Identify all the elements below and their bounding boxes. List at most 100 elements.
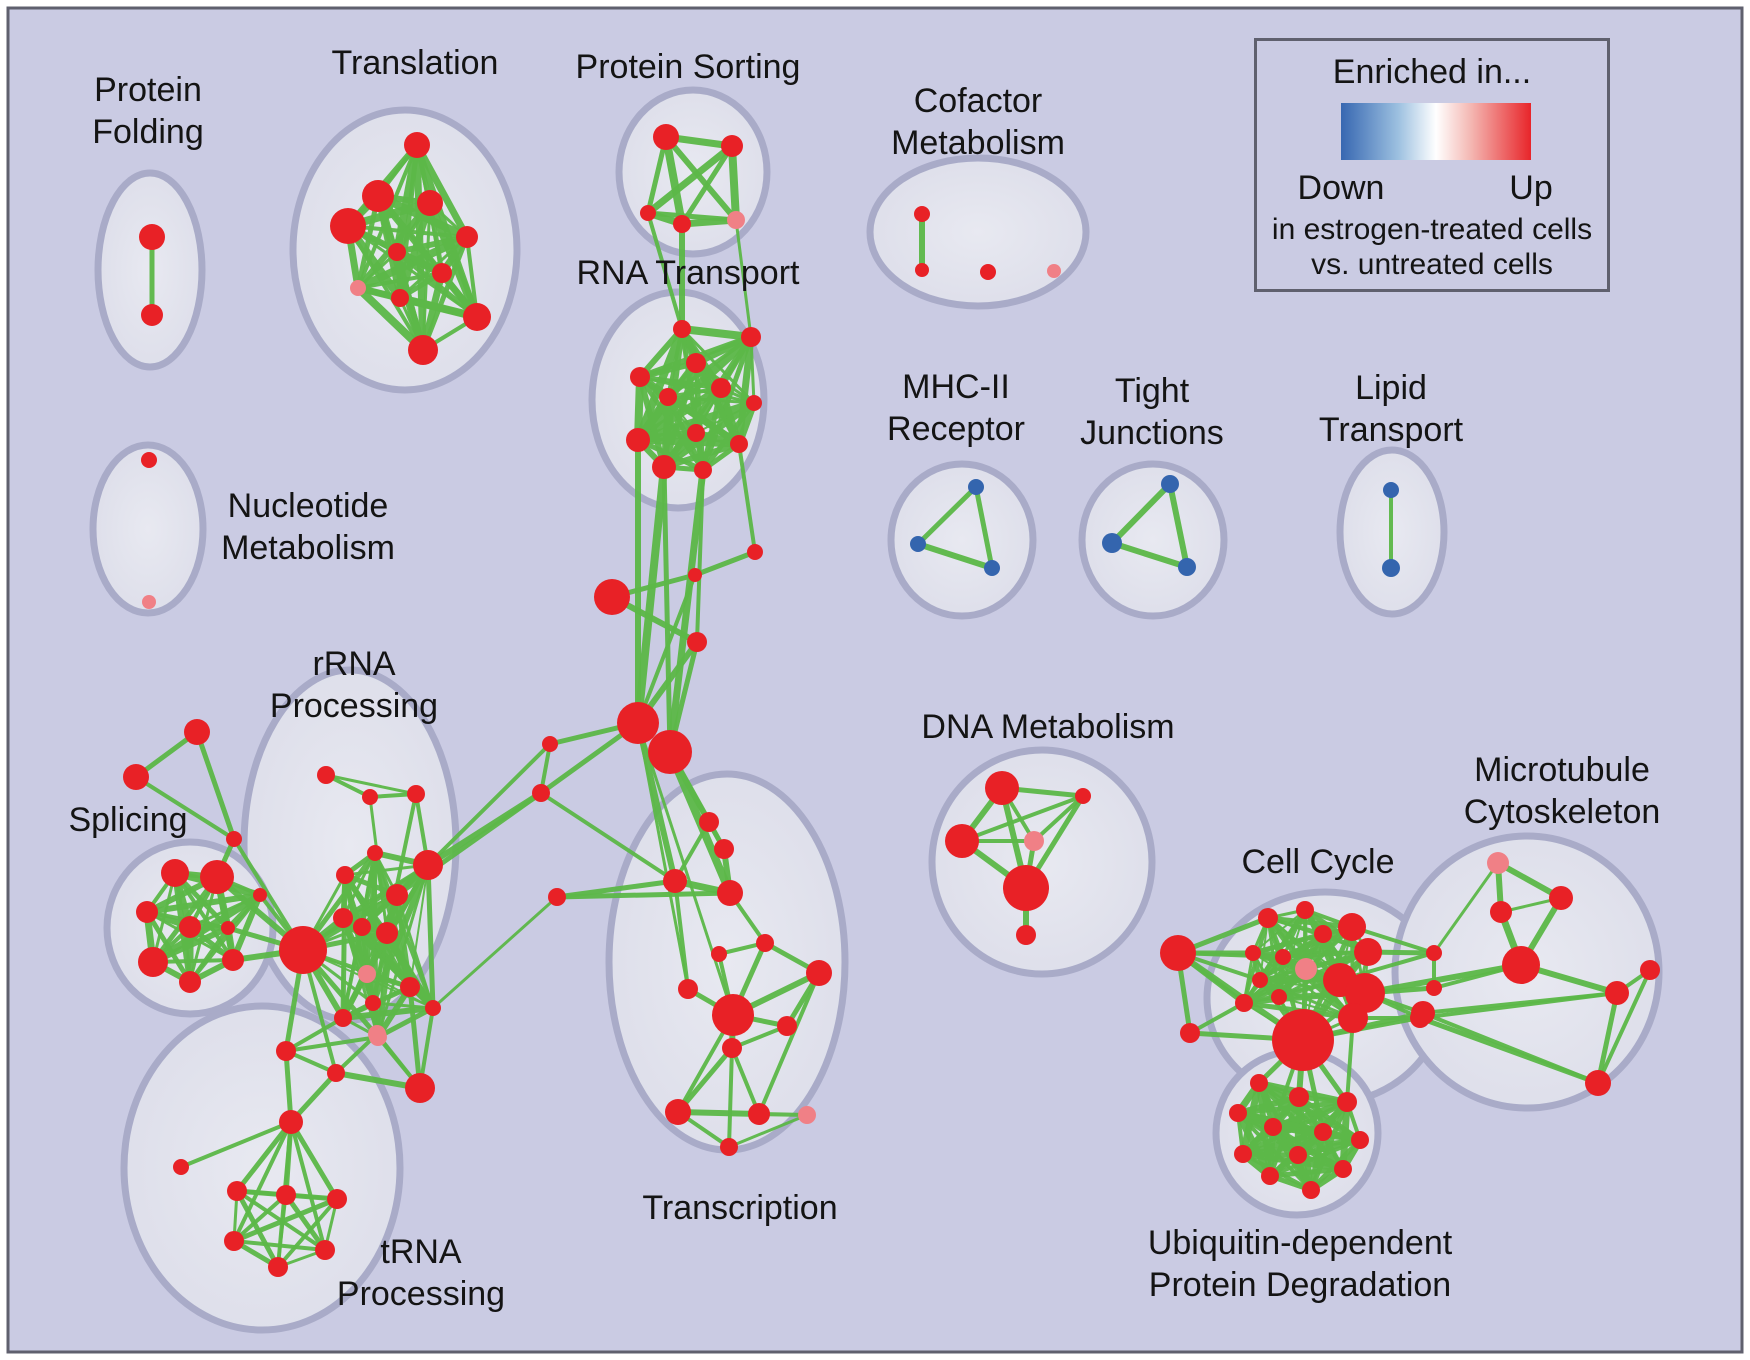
edge-TR1-RR9 [284, 1016, 345, 1053]
node-RR15 [405, 1073, 435, 1103]
edge-PS2-PS4 [679, 143, 735, 227]
node-TC1 [699, 812, 719, 832]
node-X4 [687, 632, 707, 652]
edge-U10-U11 [1267, 1166, 1346, 1179]
node-CM1 [914, 206, 930, 222]
edge-X3-R10 [737, 442, 757, 554]
node-C9 [1275, 949, 1291, 965]
node-CM3 [980, 264, 996, 280]
node-D2 [1075, 788, 1091, 804]
edge-X5-TC9 [636, 721, 690, 991]
edge-RR12-RR16 [425, 862, 436, 1011]
node-ST2 [123, 764, 149, 790]
edge-PS1-PS5 [663, 134, 739, 223]
edge-PS2-PS5 [728, 142, 740, 224]
edge-C7-C9 [1281, 950, 1370, 959]
cluster-ellipse-transcription [605, 770, 849, 1154]
cluster-label-trna-processing-line1: tRNA [380, 1233, 462, 1271]
edge-X4-R12 [695, 468, 705, 644]
node-C8 [1245, 945, 1261, 961]
edge-RR9-RR17 [342, 894, 398, 1019]
edge-R7-R12 [700, 400, 757, 473]
node-SP4 [179, 916, 201, 938]
node-SP8 [222, 949, 244, 971]
edge-PS5-R2 [734, 218, 753, 339]
legend-title: Enriched in... [1332, 53, 1532, 91]
node-MT1 [1487, 852, 1509, 874]
node-RR4 [333, 908, 353, 928]
node-RR8 [400, 977, 420, 997]
node-M1 [968, 479, 984, 495]
node-TC2 [714, 839, 734, 859]
edge-M2-M3 [915, 541, 995, 571]
node-T10 [463, 303, 491, 331]
edge-R12-X6 [666, 466, 707, 756]
node-SP9 [253, 888, 267, 902]
node-RR16 [413, 850, 443, 880]
edge-TC5-TC4 [554, 890, 733, 900]
node-R2 [741, 327, 761, 347]
node-RR5 [353, 918, 371, 936]
node-MT5 [1426, 945, 1442, 961]
node-MT8 [1640, 960, 1660, 980]
edge-RR11-RR16 [376, 863, 430, 1039]
node-T2 [362, 180, 394, 212]
edge-RR11-RR12 [375, 1005, 436, 1040]
node-TJ2 [1102, 533, 1122, 553]
node-D5 [1003, 865, 1049, 911]
edge-D2-D3 [960, 794, 1085, 843]
node-T4 [330, 208, 366, 244]
node-SP2 [200, 860, 234, 894]
legend-caption-line2: vs. untreated cells [1311, 248, 1553, 281]
node-U12 [1302, 1181, 1320, 1199]
edge-X8-TC3 [539, 791, 677, 883]
cluster-label-nucleotide-metabolism-line1: Nucleotide [228, 487, 389, 525]
node-TR9 [315, 1240, 335, 1260]
cluster-label-mhc-ii-receptor-line1: MHC-II [902, 368, 1010, 406]
node-CM2 [915, 263, 929, 277]
edge-X7-RR16 [426, 742, 552, 867]
cluster-label-microtubule-cytoskeleton-line2: Cytoskeleton [1464, 793, 1661, 831]
edge-T4-T11 [346, 224, 425, 352]
node-C3 [1258, 908, 1278, 928]
node-C16 [1338, 1003, 1368, 1033]
node-RR6 [376, 922, 398, 944]
cluster-label-tight-junctions-line2: Junctions [1080, 414, 1224, 452]
node-T9 [391, 289, 409, 307]
cluster-label-protein-folding-line2: Folding [92, 113, 204, 151]
node-X6 [648, 730, 692, 774]
edge-TC16-TC12 [727, 1046, 734, 1149]
edge-SP1-SP8 [173, 871, 235, 962]
cluster-label-cell-cycle: Cell Cycle [1241, 843, 1394, 881]
nodes-layer [123, 124, 1660, 1277]
node-X3 [747, 544, 763, 560]
node-MT4 [1502, 946, 1540, 984]
edge-MT1-MT5 [1432, 861, 1500, 955]
legend-caption-line1: in estrogen-treated cells [1271, 213, 1593, 246]
edge-TC13-TC14 [675, 1109, 762, 1117]
node-T6 [388, 243, 406, 261]
node-TR10 [268, 1257, 288, 1277]
node-TC12 [722, 1038, 742, 1058]
node-R7 [746, 395, 762, 411]
cluster-label-transcription: Transcription [642, 1189, 837, 1227]
edge-PS4-PS5 [678, 216, 740, 228]
cluster-labels-layer: Protein Folding Translation Protein Sorting… [68, 44, 1660, 1313]
edge-R2-R10 [735, 333, 755, 448]
cluster-label-trna-processing-line2: Processing [337, 1275, 505, 1313]
node-R1 [673, 320, 691, 338]
edge-T4-T5 [346, 224, 469, 239]
node-MT6 [1426, 980, 1442, 996]
node-T8 [350, 280, 366, 296]
node-M2 [910, 536, 926, 552]
node-C15 [1345, 973, 1385, 1013]
node-TC13 [665, 1099, 691, 1125]
node-RR9 [334, 1009, 352, 1027]
node-C5 [1314, 925, 1332, 943]
node-HUB [279, 926, 327, 974]
node-MT2 [1549, 886, 1573, 910]
edge-TR3-TR7 [288, 1119, 340, 1202]
edge-TR3-TR8 [232, 1120, 293, 1243]
edge-R5-R9 [634, 384, 725, 444]
edge-TR6-TR8 [232, 1193, 288, 1243]
